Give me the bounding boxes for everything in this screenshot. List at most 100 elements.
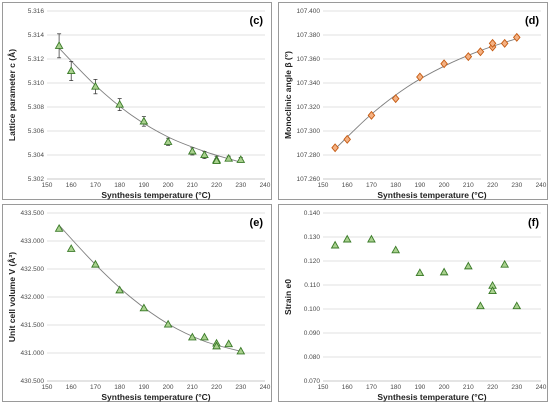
data-point [212,156,221,165]
panel-d-monoclinic-angle: 107.260 107.280 107.300 107.320 107.340 107.3… [278,2,548,200]
data-point [500,259,510,268]
y-tick-label: 107.260 [297,176,321,183]
x-tick-label: 230 [511,182,522,189]
panel-label: (f) [528,217,539,229]
data-point [224,153,234,162]
y-tick-label: 0.130 [304,234,321,241]
x-tick-label: 230 [235,384,246,391]
x-tick-label: 160 [342,182,353,189]
panel-label: (e) [250,217,264,229]
data-point [391,245,401,254]
data-point [464,52,473,62]
y-tick-label: 5.308 [28,104,45,111]
x-tick-label: 180 [390,384,401,391]
data-point [416,72,424,82]
data-point [488,38,497,48]
x-tick-label: 160 [342,384,353,391]
x-axis-title: Synthesis temperature (°C) [377,392,486,402]
x-tick-label: 150 [42,182,53,189]
x-tick-label: 240 [536,384,547,391]
x-axis-title: Synthesis temperature (°C) [377,190,486,200]
x-tick-label: 200 [439,182,450,189]
y-tick-label: 432.000 [21,294,45,301]
x-tick-label: 150 [318,384,329,391]
y-axis-title: Strain e0 [283,279,293,315]
x-tick-label: 190 [414,384,425,391]
fit-curve [58,225,241,352]
x-tick-label: 180 [390,182,401,189]
panel-label: (d) [525,15,539,27]
y-tick-label: 431.000 [21,350,45,357]
x-tick-label: 220 [211,182,222,189]
y-tick-label: 432.500 [21,266,45,273]
y-tick-label: 0.080 [304,354,321,361]
data-point [187,332,197,341]
x-tick-label: 170 [90,182,101,189]
data-point [440,59,448,69]
data-point [139,116,149,125]
y-tick-label: 0.090 [304,330,321,337]
y-tick-label: 5.304 [28,152,45,159]
x-tick-label: 170 [366,182,377,189]
data-point [367,110,376,120]
fit-curve [58,47,241,163]
fit-curve [334,38,517,150]
y-axis-title: Lattice parameter c (Å) [7,49,17,141]
data-point [463,261,473,270]
data-point [54,41,64,49]
panel-c-lattice-parameter: 5.302 5.304 5.306 5.308 5.310 5.312 5.314 5.316… [2,2,272,200]
x-tick-label: 180 [114,182,125,189]
y-tick-label: 107.280 [297,152,321,159]
x-tick-label: 220 [487,384,498,391]
panel-label: (c) [250,15,264,27]
data-point [439,267,449,276]
data-point [512,32,521,42]
data-point [512,301,522,310]
data-point [488,286,497,295]
data-point [476,301,485,310]
y-tick-label: 0.070 [304,378,321,385]
y-tick-label: 5.312 [28,56,45,63]
panel-e-unit-cell-volume: 430.500 431.000 431.500 432.000 432.500 433.0… [2,204,272,402]
data-point [236,346,246,355]
x-tick-label: 210 [463,182,474,189]
y-tick-label: 5.314 [28,32,45,39]
x-tick-label: 150 [318,182,329,189]
y-tick-label: 5.306 [28,128,45,135]
data-point [367,234,376,243]
data-point [115,285,125,294]
data-point [139,303,149,312]
data-point [500,38,509,48]
x-tick-label: 200 [163,384,174,391]
x-tick-label: 230 [235,182,246,189]
data-point [415,268,425,277]
x-tick-label: 180 [114,384,125,391]
x-tick-label: 200 [163,182,174,189]
data-point [330,240,340,249]
x-tick-label: 160 [66,384,77,391]
x-tick-label: 230 [511,384,522,391]
y-tick-label: 5.316 [28,8,45,15]
x-tick-label: 190 [138,182,149,189]
data-point [331,143,339,153]
y-tick-label: 5.302 [28,176,45,183]
data-point [163,137,173,145]
chart-svg: 430.500 431.000 431.500 432.000 432.500 433.0… [7,210,271,402]
y-tick-label: 5.310 [28,80,45,87]
x-tick-label: 170 [366,384,377,391]
y-tick-label: 107.340 [297,80,321,87]
y-tick-label: 107.400 [297,8,321,15]
x-tick-label: 240 [260,384,271,391]
data-point [343,134,352,144]
data-point [91,259,100,268]
x-tick-label: 240 [536,182,547,189]
data-point [224,339,234,348]
data-point [54,223,64,232]
chart-svg: 0.070 0.080 0.090 0.100 0.110 0.120 0.130 0.140… [283,210,547,402]
data-point [391,94,400,104]
x-tick-label: 160 [66,182,77,189]
y-tick-label: 433.500 [21,210,45,217]
y-tick-label: 433.000 [21,238,45,245]
y-tick-label: 0.140 [304,210,321,217]
